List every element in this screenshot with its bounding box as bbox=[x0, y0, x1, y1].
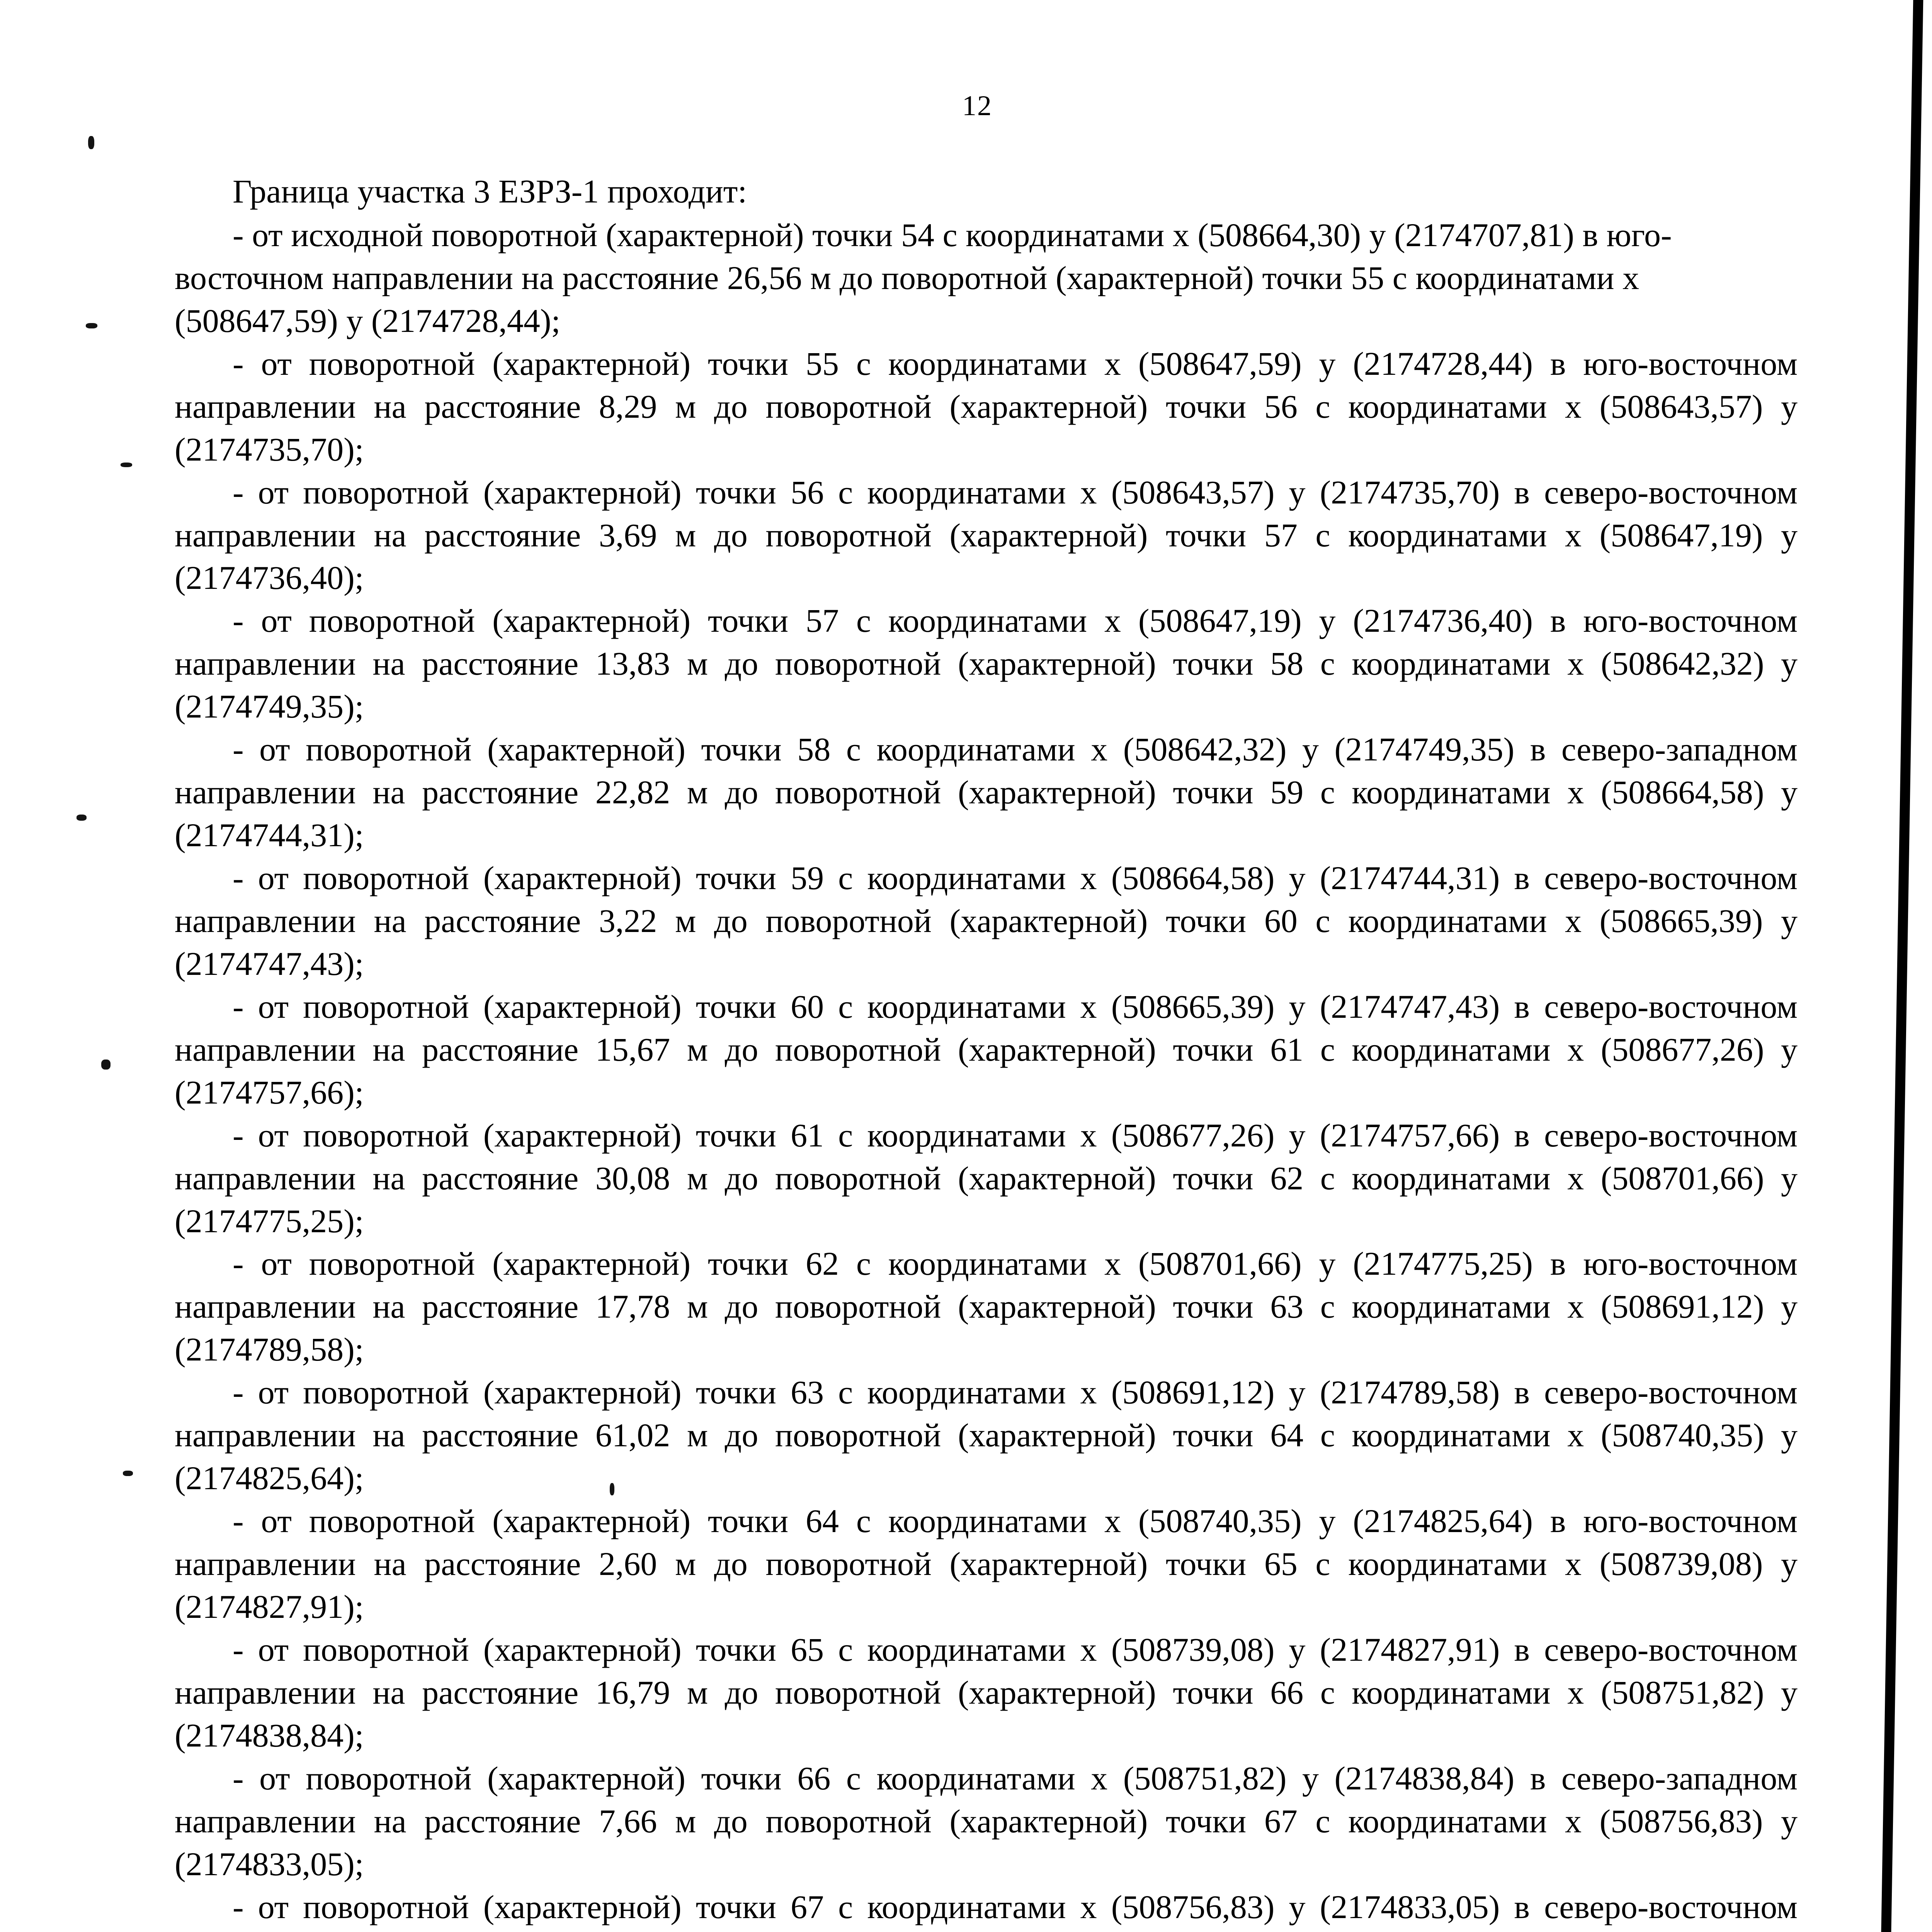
boundary-segment: - от поворотной (характерной) точки 65 с… bbox=[175, 1631, 1798, 1754]
page-number: 12 bbox=[962, 90, 992, 122]
scan-speck-artifact bbox=[123, 1471, 133, 1476]
boundary-segment: - от поворотной (характерной) точки 55 с… bbox=[175, 345, 1798, 468]
boundary-segment: - от поворотной (характерной) точки 56 с… bbox=[175, 473, 1798, 597]
boundary-segment: - от поворотной (характерной) точки 62 с… bbox=[175, 1245, 1798, 1368]
boundary-segment: - от поворотной (характерной) точки 61 с… bbox=[175, 1116, 1798, 1240]
boundary-segment: - от исходной поворотной (характерной) т… bbox=[175, 216, 1672, 339]
scan-speck-artifact bbox=[101, 1060, 111, 1070]
boundary-segment: - от поворотной (характерной) точки 60 с… bbox=[175, 988, 1798, 1111]
scan-speck-artifact bbox=[77, 815, 87, 821]
boundary-segment: - от поворотной (характерной) точки 66 с… bbox=[175, 1759, 1798, 1883]
scan-speck-artifact bbox=[86, 323, 97, 328]
scan-edge-artifact bbox=[1867, 0, 1923, 1932]
scan-speck-artifact bbox=[610, 1483, 614, 1495]
boundary-segment: - от поворотной (характерной) точки 57 с… bbox=[175, 602, 1798, 725]
scan-speck-artifact bbox=[88, 136, 94, 149]
scan-speck-artifact bbox=[121, 463, 132, 467]
boundary-segment: - от поворотной (характерной) точки 63 с… bbox=[175, 1374, 1798, 1497]
boundary-segment: - от поворотной (характерной) точки 67 с… bbox=[175, 1888, 1798, 1932]
document-body: Граница участка 3 ЕЗРЗ-1 проходит: - от … bbox=[175, 170, 1798, 1932]
boundary-segment: - от поворотной (характерной) точки 59 с… bbox=[175, 859, 1798, 982]
section-heading: Граница участка 3 ЕЗРЗ-1 проходит: bbox=[233, 173, 747, 210]
boundary-segment: - от поворотной (характерной) точки 58 с… bbox=[175, 731, 1798, 854]
boundary-segment: - от поворотной (характерной) точки 64 с… bbox=[175, 1502, 1798, 1625]
